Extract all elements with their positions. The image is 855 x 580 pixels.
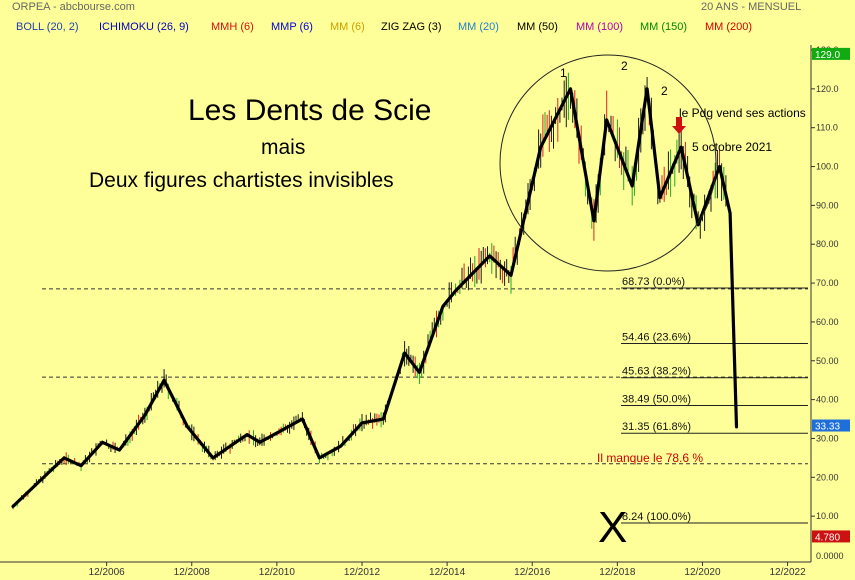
indicator-zigzag[interactable]: ZIG ZAG (3) bbox=[381, 21, 442, 33]
y-tick-label: 10.00 bbox=[816, 511, 839, 521]
chart-source: ORPEA - abcbourse.com bbox=[12, 1, 135, 13]
y-tick-label: 50.00 bbox=[816, 356, 839, 366]
chart-subtitle-figures: Deux figures chartistes invisibles bbox=[89, 169, 394, 192]
x-tick-label: 12/2014 bbox=[429, 567, 466, 578]
price-tag-label: 33.33 bbox=[815, 422, 840, 433]
chart-subtitle-mais: mais bbox=[261, 136, 305, 159]
sell-arrow-icon bbox=[672, 117, 686, 134]
x-tick-label: 12/2006 bbox=[89, 567, 126, 578]
x-tick-label: 12/2008 bbox=[174, 567, 211, 578]
indicator-mmp[interactable]: MMP (6) bbox=[271, 21, 313, 33]
peak-label-3: 2 bbox=[661, 84, 668, 98]
peak-label-1: 1 bbox=[560, 66, 567, 80]
price-tag bbox=[812, 47, 850, 60]
y-tick-label: 110.0 bbox=[816, 123, 838, 133]
fib-level-label: 45.63 (38.2%) bbox=[622, 366, 691, 378]
indicator-ichimoku[interactable]: ICHIMOKU (26, 9) bbox=[99, 21, 189, 33]
price-tag-label: 129.0 bbox=[815, 50, 840, 61]
x-tick-label: 12/2022 bbox=[770, 567, 807, 578]
x-tick-label: 12/2020 bbox=[684, 567, 721, 578]
x-tick-label: 12/2012 bbox=[344, 567, 381, 578]
fib-level-label: 68.73 (0.0%) bbox=[622, 276, 685, 288]
top-circle bbox=[499, 54, 717, 272]
indicator-mm50[interactable]: MM (50) bbox=[517, 21, 558, 33]
y-tick-label: 70.00 bbox=[816, 278, 839, 288]
missing-fib-note: Il manque le 78.6 % bbox=[597, 451, 703, 465]
indicator-mm200[interactable]: MM (200) bbox=[705, 21, 753, 33]
price-tag-label: 4.780 bbox=[815, 532, 840, 543]
chart-period: 20 ANS - MENSUEL bbox=[701, 1, 802, 13]
fib-level-label: 8.24 (100.0%) bbox=[622, 511, 691, 523]
y-tick-label: 40.00 bbox=[816, 395, 839, 405]
y-tick-label: 100.0 bbox=[816, 162, 839, 172]
peak-label-2: 2 bbox=[621, 59, 628, 73]
x-tick-label: 12/2018 bbox=[599, 567, 636, 578]
fib-level-label: 54.46 (23.6%) bbox=[622, 331, 691, 343]
indicator-mm150[interactable]: MM (150) bbox=[640, 21, 688, 33]
indicator-mm20[interactable]: MM (20) bbox=[458, 21, 499, 33]
fib-level-label: 38.49 (50.0%) bbox=[622, 393, 691, 405]
chart-title: Les Dents de Scie bbox=[188, 94, 431, 127]
indicator-boll[interactable]: BOLL (20, 2) bbox=[16, 21, 79, 33]
zigzag-line bbox=[11, 87, 739, 508]
y-tick-label: 60.00 bbox=[816, 317, 839, 327]
y-tick-label: 30.00 bbox=[816, 433, 839, 443]
indicator-mmh[interactable]: MMH (6) bbox=[211, 21, 254, 33]
indicator-mm6[interactable]: MM (6) bbox=[330, 21, 365, 33]
price-bars bbox=[12, 76, 735, 510]
x-mark: X bbox=[598, 503, 627, 552]
x-tick-label: 12/2016 bbox=[514, 567, 551, 578]
x-tick-label: 12/2010 bbox=[259, 567, 296, 578]
indicator-mm100[interactable]: MM (100) bbox=[576, 21, 624, 33]
y-tick-label: 90.00 bbox=[816, 200, 839, 210]
fib-level-label: 31.35 (61.8%) bbox=[622, 421, 691, 433]
price-tag bbox=[812, 419, 850, 432]
y-tick-label: 20.00 bbox=[816, 472, 839, 482]
pdg-note: le Pdg vend ses actions bbox=[679, 106, 806, 120]
y-zero-label: 0.0000 bbox=[816, 551, 844, 561]
y-tick-label: 80.00 bbox=[816, 239, 839, 249]
price-tag bbox=[812, 530, 850, 543]
date-note: 5 octobre 2021 bbox=[692, 140, 772, 154]
y-tick-label: 120.0 bbox=[816, 84, 839, 94]
